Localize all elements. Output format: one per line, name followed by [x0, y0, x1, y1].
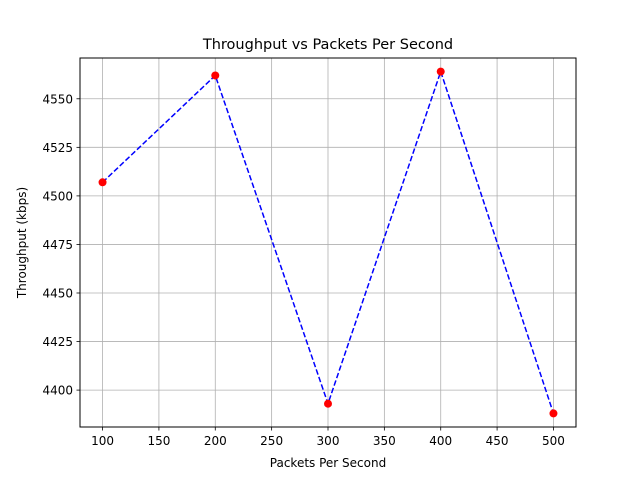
y-tick-label: 4525	[42, 141, 73, 155]
grid	[80, 58, 576, 427]
data-point	[211, 71, 220, 80]
data-point	[549, 409, 558, 418]
y-tick-label: 4550	[42, 92, 73, 106]
plot-series	[98, 67, 558, 418]
x-tick-label: 300	[317, 434, 340, 448]
x-axis-label: Packets Per Second	[270, 456, 386, 470]
y-tick-label: 4500	[42, 189, 73, 203]
y-axis-label: Throughput (kbps)	[15, 187, 29, 299]
x-tick-label: 500	[542, 434, 565, 448]
data-point	[324, 399, 332, 408]
data-point	[98, 178, 107, 187]
x-tick-label: 150	[147, 434, 170, 448]
x-tick-label: 350	[373, 434, 396, 448]
y-tick-label: 4450	[42, 286, 73, 300]
data-point	[436, 67, 445, 76]
x-tick-label: 400	[429, 434, 452, 448]
x-tick-label: 100	[91, 434, 114, 448]
y-tick-label: 4400	[42, 384, 73, 398]
x-tick-label: 250	[260, 434, 283, 448]
y-tick-label: 4475	[42, 238, 73, 252]
y-tick-label: 4425	[42, 335, 73, 349]
axis-ticks: 100 150 200 250 300 350 400 450 500 4400 4425 4450 4…	[42, 92, 564, 448]
chart-title: Throughput vs Packets Per Second	[202, 37, 453, 53]
x-tick-label: 450	[486, 434, 509, 448]
x-tick-label: 200	[204, 434, 227, 448]
